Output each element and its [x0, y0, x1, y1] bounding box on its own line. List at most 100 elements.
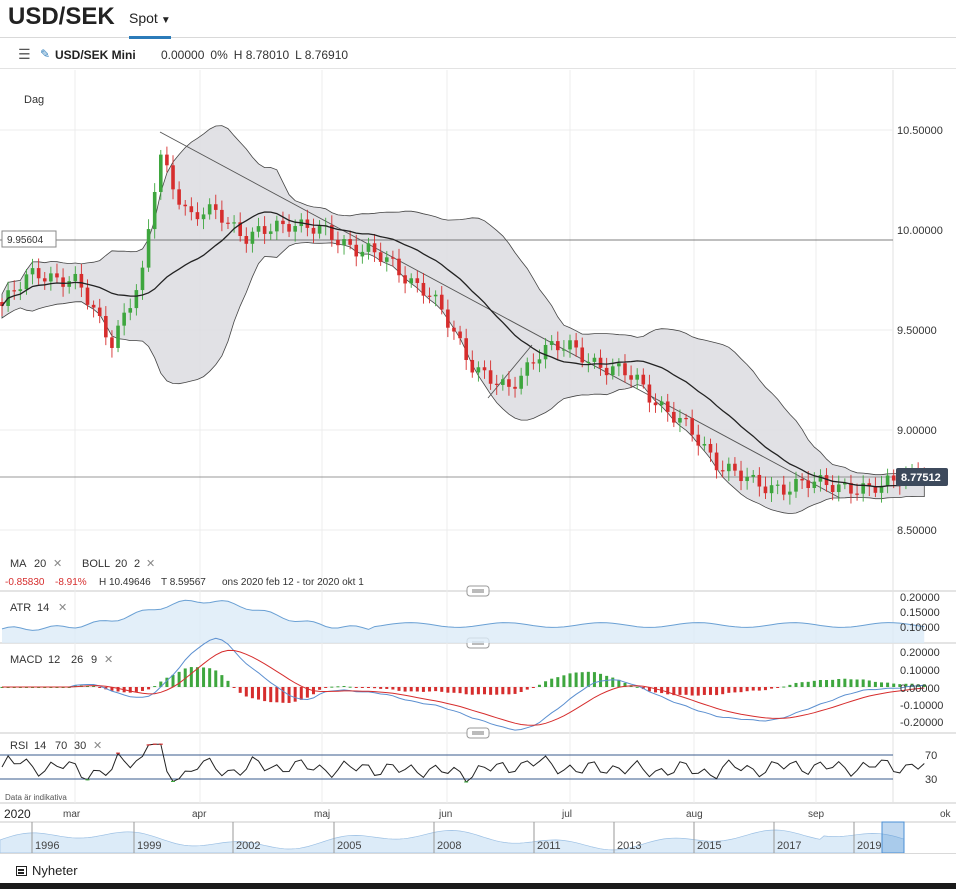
macd-histogram-bar	[745, 687, 749, 692]
candle-body	[843, 482, 847, 485]
trend-line[interactable]	[159, 131, 841, 499]
news-link[interactable]: Nyheter	[16, 863, 78, 878]
macd-histogram-bar	[177, 671, 181, 687]
ma-label: MA	[10, 558, 27, 570]
candle-body	[604, 367, 609, 376]
macd-histogram-bar	[489, 687, 493, 695]
candle-body	[73, 273, 78, 282]
boll-label: BOLL	[82, 558, 110, 570]
macd-histogram-bar	[647, 687, 651, 692]
candle-body	[122, 312, 126, 326]
candle-body	[281, 220, 285, 225]
candle-body	[85, 287, 90, 305]
candle-body	[378, 252, 383, 262]
candle-body	[342, 239, 346, 246]
instrument-name[interactable]: USD/SEK Mini	[55, 48, 136, 62]
candle-body	[213, 204, 218, 210]
macd-histogram-bar	[446, 687, 450, 693]
macd-histogram-bar	[208, 668, 212, 687]
candle-body	[415, 278, 420, 283]
macd-histogram-bar	[825, 680, 829, 687]
macd-histogram-bar	[232, 687, 236, 688]
navigator-year-label: 2005	[337, 840, 361, 852]
candle-body	[629, 375, 633, 380]
candle-body	[488, 370, 493, 384]
candle-body	[519, 375, 523, 389]
candle-body	[891, 475, 896, 481]
macd-histogram-bar	[672, 687, 676, 696]
current-price-label: 8.77512	[901, 472, 941, 484]
candle-body	[769, 485, 774, 494]
macd-histogram-bar	[501, 687, 505, 695]
macd-histogram-bar	[281, 687, 285, 703]
atr-label: ATR	[10, 602, 31, 614]
atr-legend: ATR 14 ✕	[10, 602, 67, 614]
rsi-overbought	[116, 743, 163, 754]
macd-histogram-bar	[654, 687, 658, 693]
close-icon[interactable]: ✕	[104, 654, 113, 666]
macd-histogram-bar	[415, 687, 419, 692]
macd-histogram-bar	[886, 682, 890, 687]
macd-histogram-bar	[788, 684, 792, 687]
macd-histogram-bar	[715, 687, 719, 696]
candle-body	[110, 337, 114, 348]
candle-body	[586, 361, 591, 364]
macd-histogram-bar	[202, 667, 206, 687]
navigator[interactable]: 1996 1999 2002 2005 2008 2011 2013 2015 2017 2019	[0, 821, 905, 853]
y-tick-label: 0.15000	[900, 607, 940, 619]
navigator-year-label: 2013	[617, 840, 641, 852]
atr-y-axis: 0.20000 0.15000 0.10000	[900, 592, 940, 634]
macd-histogram-bar	[904, 683, 908, 687]
candle-body	[476, 367, 481, 373]
macd-histogram-bar	[220, 675, 224, 687]
chart-area[interactable]: Dag 9.95604 10.50000 10.00000 9.50000 9.…	[0, 70, 956, 853]
menu-icon[interactable]: ☰	[18, 46, 31, 62]
close-icon[interactable]: ✕	[53, 558, 62, 570]
trend-line[interactable]	[487, 344, 533, 399]
candle-body	[641, 374, 646, 385]
data-note: Data är indikativa	[5, 793, 67, 802]
macd-histogram-bar	[397, 687, 401, 691]
period-label: Dag	[24, 94, 44, 106]
macd-histogram-bar	[440, 687, 444, 692]
candle-body	[348, 239, 352, 245]
pencil-icon[interactable]: ✎	[40, 47, 51, 61]
y-tick-label: 0.20000	[900, 592, 940, 604]
rsi-upper: 70	[55, 740, 67, 752]
x-axis-label: maj	[314, 809, 330, 820]
macd-fast: 12	[48, 654, 60, 666]
close-icon[interactable]: ✕	[58, 602, 67, 614]
panel-resize-handle[interactable]	[466, 585, 490, 597]
rsi-legend: RSI 14 70 30 ✕	[10, 740, 102, 752]
close-icon[interactable]: ✕	[146, 558, 155, 570]
macd-histogram-bar	[257, 687, 261, 700]
close-icon[interactable]: ✕	[93, 740, 102, 752]
y-tick-label: 9.50000	[897, 325, 937, 337]
macd-histogram-bar	[263, 687, 267, 702]
panel-resize-handle[interactable]	[466, 727, 490, 739]
navigator-window[interactable]	[881, 821, 905, 853]
candle-body	[745, 476, 749, 482]
spot-dropdown[interactable]: Spot ▼	[129, 10, 171, 39]
macd-histogram-bar	[599, 673, 603, 687]
candle-body	[207, 204, 212, 215]
macd-histogram-bar	[189, 667, 193, 687]
candle-body	[665, 401, 670, 412]
macd-y-axis: 0.20000 0.10000 0.00000 -0.10000 -0.2000…	[900, 647, 943, 729]
candlesticks	[0, 146, 927, 505]
candle-body	[91, 304, 96, 308]
candle-body	[794, 478, 798, 492]
marker-label: 9.95604	[7, 235, 44, 246]
macd-histogram-bar	[128, 687, 132, 693]
candle-body	[195, 212, 200, 220]
macd-histogram-bar	[525, 687, 529, 690]
candle-body	[268, 231, 273, 234]
quote-change-pct: 0%	[210, 48, 228, 62]
indicator-legend: MA 20 ✕ BOLL 20 2 ✕ -0.85830 -8.91% H 10…	[5, 558, 364, 588]
macd-histogram-bar	[373, 687, 377, 689]
candle-body	[372, 243, 377, 253]
candle-body	[354, 244, 359, 257]
candle-body	[262, 226, 267, 234]
atr-line	[1, 599, 925, 631]
atr-period: 14	[37, 602, 49, 614]
